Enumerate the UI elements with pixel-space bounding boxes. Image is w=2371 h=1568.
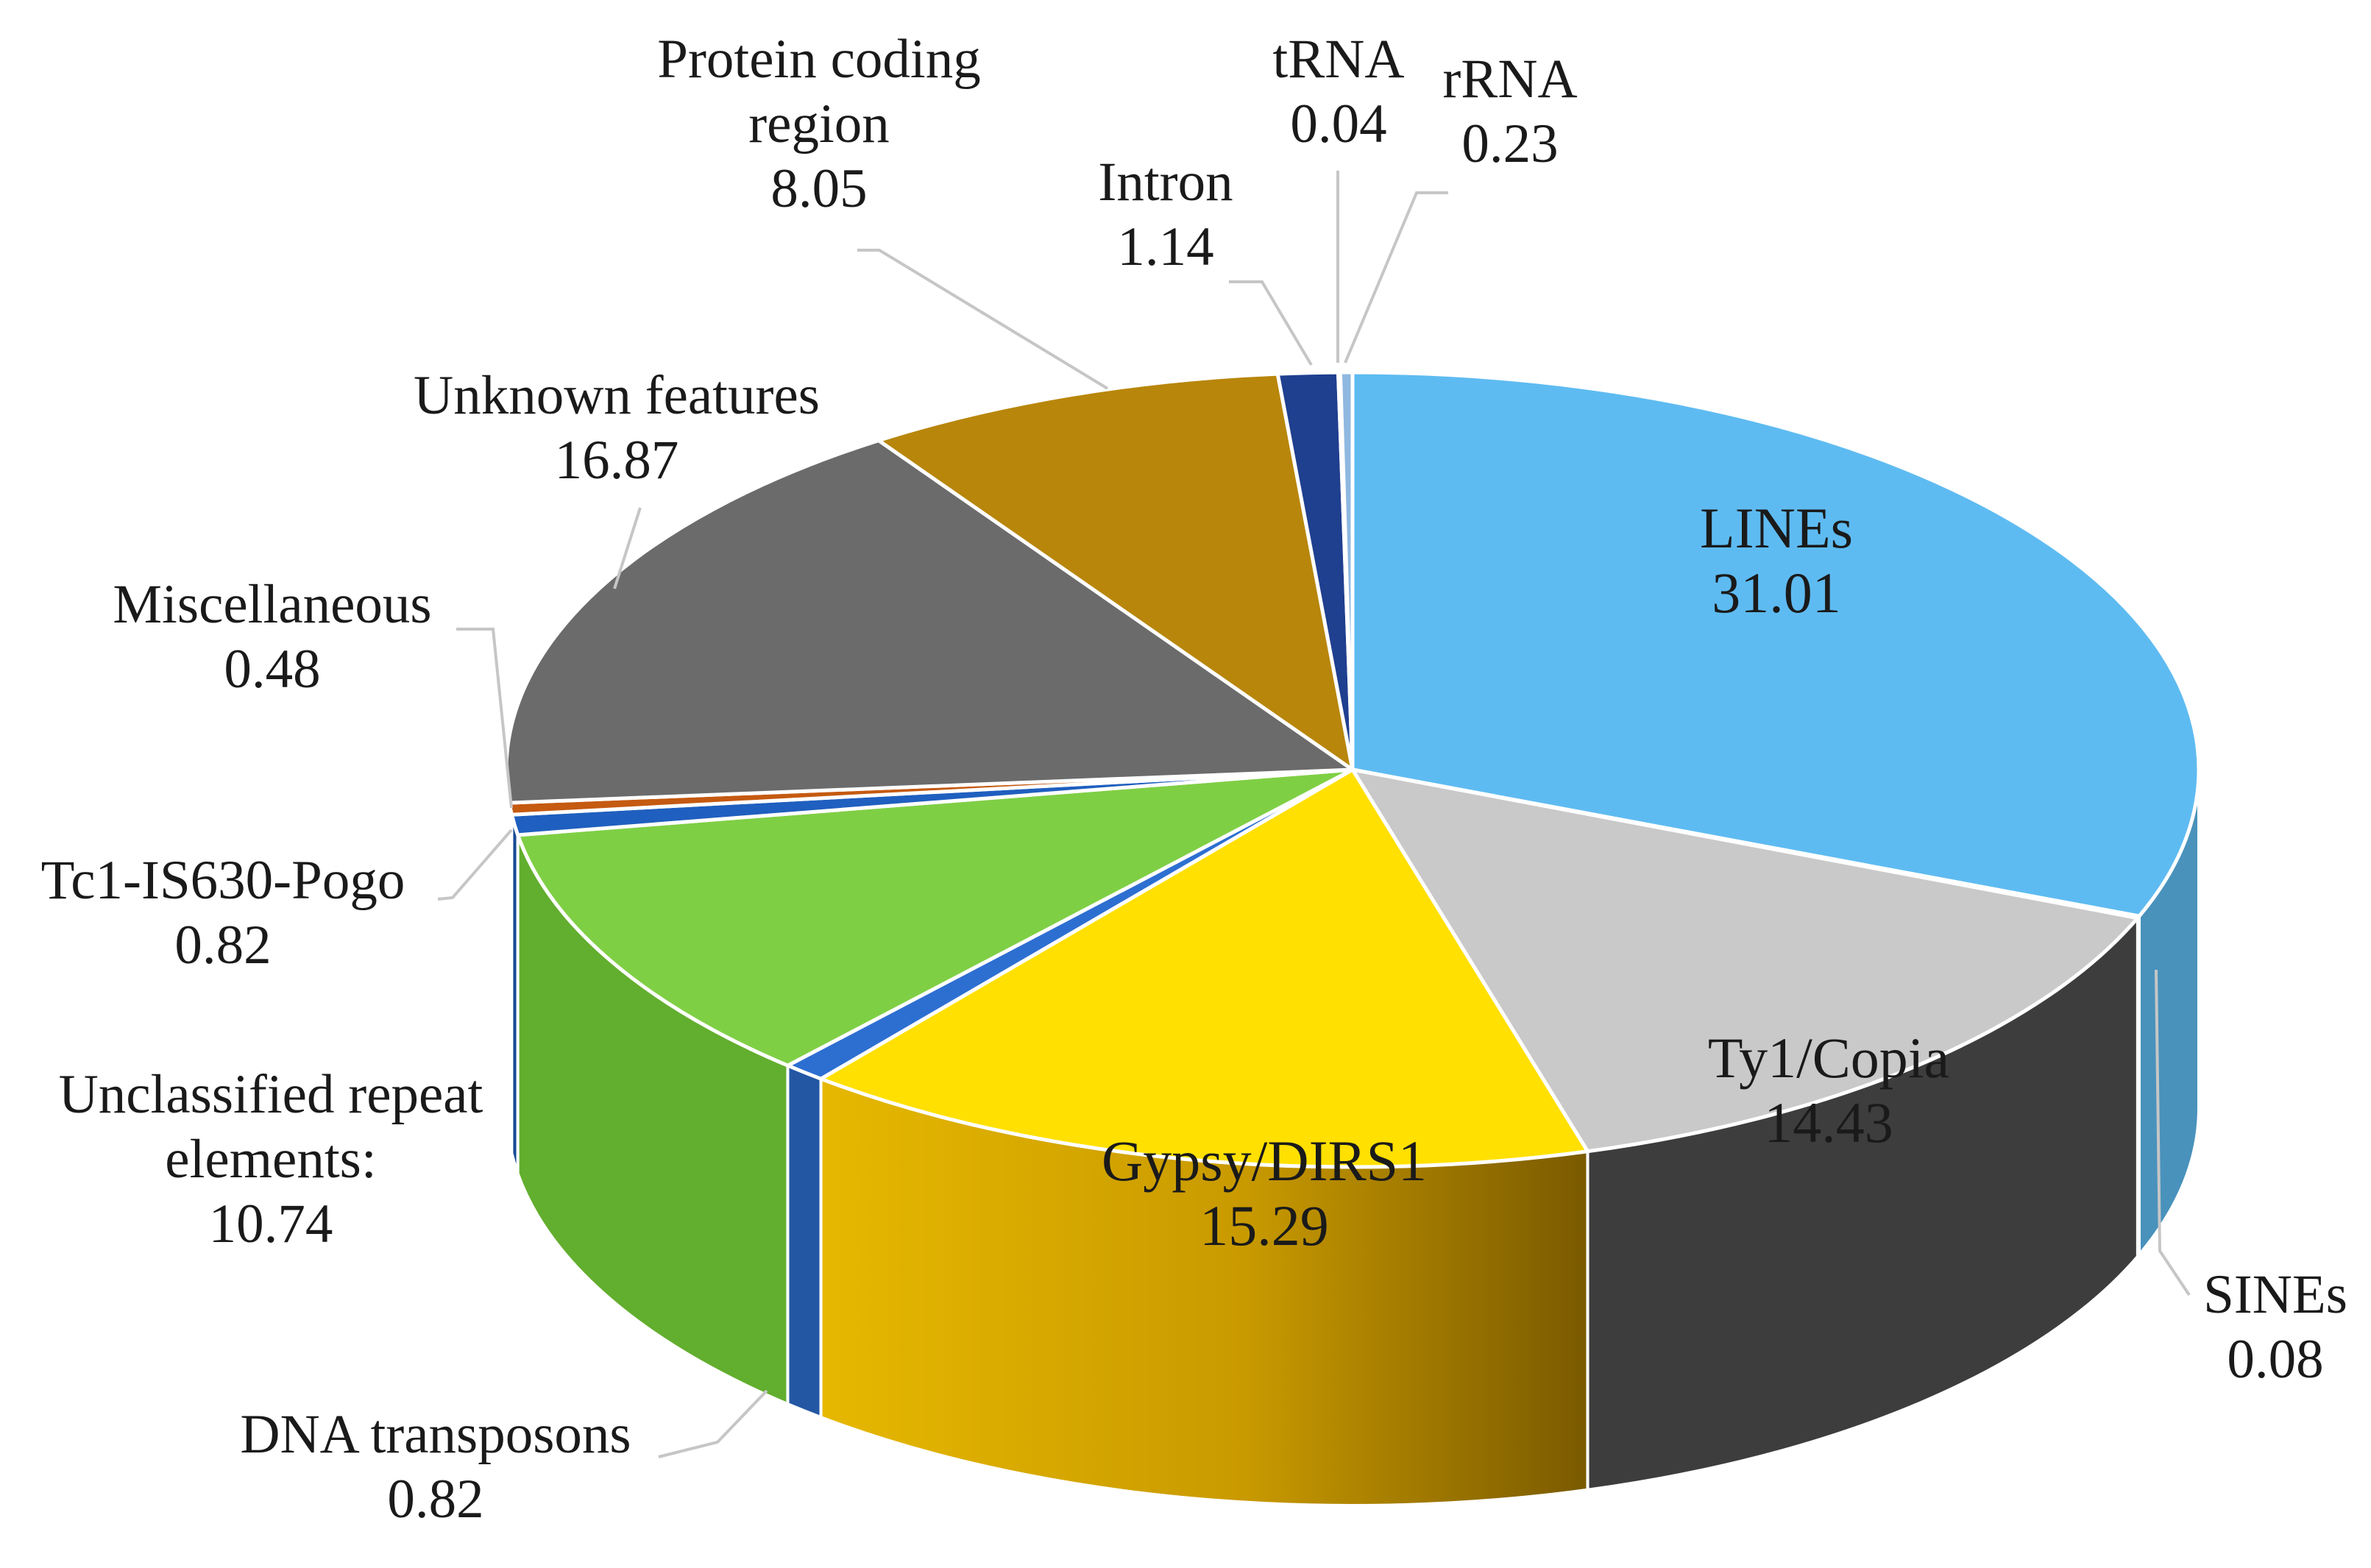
- slice-gypsy-dirs1: [819, 767, 1589, 1169]
- leader-dna-transposons: [658, 1389, 768, 1458]
- leader-sines: [2155, 969, 2191, 1296]
- label-tc1-is630-pogo: Tc1-IS630-Pogo 0.82: [41, 850, 405, 976]
- slice-lines: [1350, 370, 2201, 918]
- label-unclassified-repeat-elements: Unclassified repeat elements: 10.74: [59, 1064, 483, 1255]
- slice-labels: LINEs 31.01 SINEs 0.08 Ty1/Copia 14.43 Gypsy/D…: [41, 29, 2347, 1530]
- label-dna-transposons: DNA transposons 0.82: [240, 1404, 631, 1530]
- label-ty1-copia: Ty1/Copia 14.43: [1708, 1026, 1949, 1154]
- label-unknown-features: Unknown features 16.87: [414, 365, 820, 491]
- label-intron: Intron 1.14: [1098, 152, 1233, 277]
- label-trna: tRNA 0.04: [1272, 29, 1404, 155]
- label-rrna: rRNA 0.23: [1442, 49, 1577, 174]
- leader-protein-coding-region: [857, 249, 1109, 390]
- label-lines: LINEs 31.01: [1700, 496, 1853, 625]
- label-sines: SINEs 0.08: [2203, 1264, 2347, 1390]
- label-protein-coding-region: Protein coding region 8.05: [657, 29, 981, 219]
- slice-rrna: [1338, 370, 1355, 772]
- slice-unknown-features: [504, 439, 1355, 805]
- slice-ty1-copia: [1350, 767, 2140, 1154]
- leader-unknown-features: [613, 507, 642, 589]
- slice-protein-coding-region: [876, 372, 1355, 772]
- label-gypsy-dirs1: Gypsy/DIRS1 15.29: [1102, 1129, 1427, 1257]
- leader-lines: [437, 171, 2191, 1458]
- pie-tops: [504, 370, 2201, 1169]
- pie-sides: [505, 769, 2200, 1507]
- side-dna-transposons: [786, 1063, 823, 1420]
- leader-intron: [1229, 280, 1313, 366]
- slice-unclassified-repeat-elements: [516, 767, 1355, 1068]
- leader-miscellaneous: [456, 628, 513, 809]
- leader-tc1-is630-pogo: [437, 829, 513, 901]
- leader-rrna: [1344, 191, 1448, 363]
- label-miscellaneous: Miscellaneous 0.48: [113, 574, 431, 700]
